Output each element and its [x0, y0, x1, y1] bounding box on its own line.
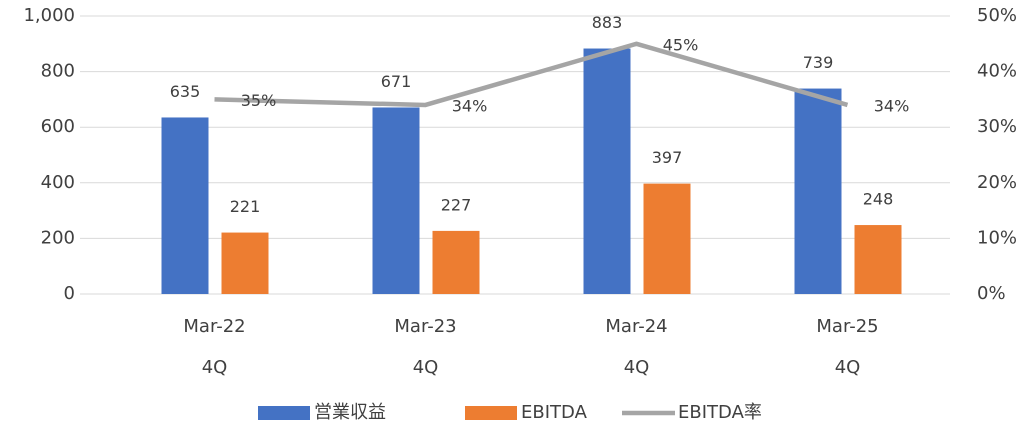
bar [794, 88, 842, 294]
y2-tick-label: 40% [977, 61, 1017, 82]
bar [643, 183, 691, 294]
legend-swatch [258, 406, 310, 420]
data-label: 227 [441, 195, 472, 214]
y-tick-label: 600 [41, 116, 75, 137]
x-tick-label: Mar-25 [816, 316, 878, 337]
y2-tick-label: 30% [977, 116, 1017, 137]
data-label: 34% [452, 96, 488, 115]
legend-label: EBITDA [521, 402, 588, 423]
data-label: 671 [381, 72, 412, 91]
y-tick-label: 1,000 [23, 5, 75, 26]
x-tick-label: 4Q [624, 357, 650, 378]
data-label: 221 [230, 197, 261, 216]
bar [161, 117, 209, 294]
x-tick-label: 4Q [413, 357, 439, 378]
legend-label: 営業収益 [314, 402, 386, 423]
data-label: 883 [592, 13, 623, 32]
y-tick-label: 200 [41, 227, 75, 248]
y-tick-label: 800 [41, 61, 75, 82]
data-label: 35% [241, 91, 277, 110]
y2-tick-label: 50% [977, 5, 1017, 26]
y2-tick-label: 20% [977, 172, 1017, 193]
y2-tick-label: 10% [977, 227, 1017, 248]
data-label: 739 [803, 53, 834, 72]
x-tick-label: Mar-24 [605, 316, 667, 337]
bar [221, 232, 269, 294]
data-label: 397 [652, 148, 683, 167]
data-label: 248 [863, 190, 894, 209]
legend-swatch [465, 406, 517, 420]
y2-tick-label: 0% [977, 283, 1006, 304]
bar [854, 225, 902, 294]
x-tick-label: Mar-22 [183, 316, 245, 337]
x-tick-label: 4Q [835, 357, 861, 378]
data-label: 635 [170, 82, 201, 101]
bar [372, 107, 420, 294]
line [214, 41, 849, 108]
data-label: 34% [874, 96, 910, 115]
legend-label: EBITDA率 [678, 402, 762, 423]
bar [583, 48, 631, 294]
bar [432, 230, 480, 294]
data-label: 45% [663, 35, 699, 54]
x-tick-label: 4Q [202, 357, 228, 378]
y-tick-label: 400 [41, 172, 75, 193]
x-tick-label: Mar-23 [394, 316, 456, 337]
y-tick-label: 0 [64, 283, 75, 304]
